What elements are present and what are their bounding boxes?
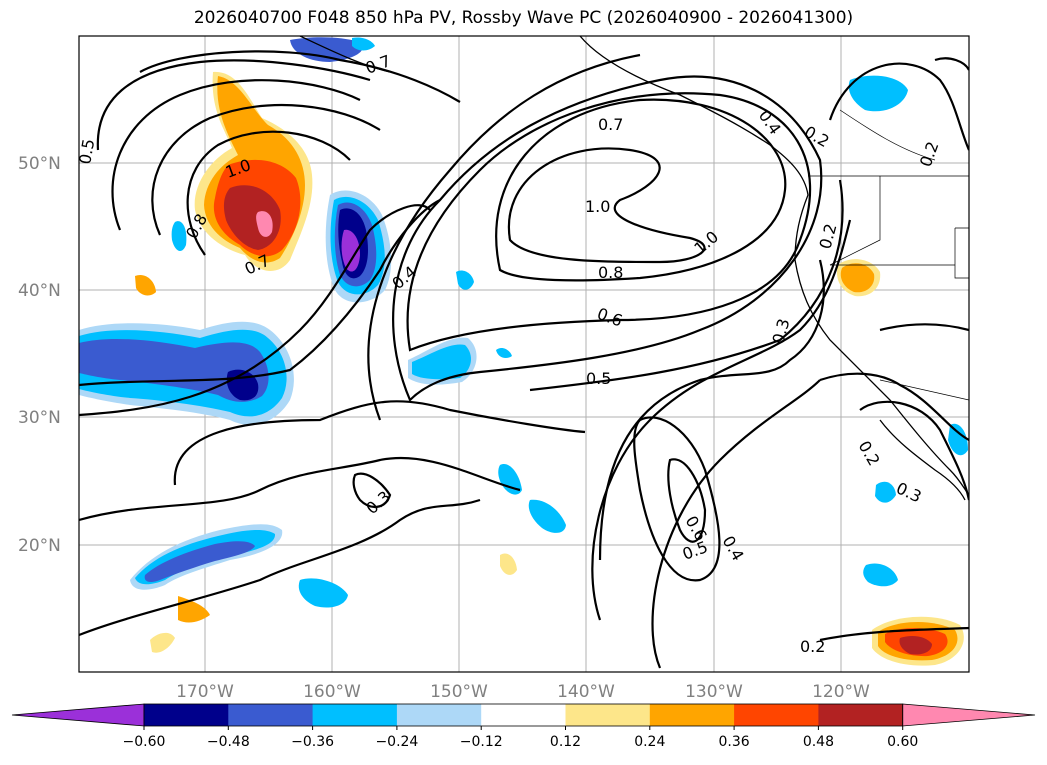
lat-label: 30°N [18, 408, 61, 428]
lon-label: 170°W [176, 682, 234, 702]
colorbar-extend-left [11, 703, 145, 727]
coastlines [299, 36, 969, 501]
colorbar-tick-label: 0.36 [719, 734, 750, 750]
colorbar-segment [649, 704, 735, 726]
colorbar-segment [144, 704, 229, 726]
lon-label: 150°W [430, 682, 488, 702]
colorbar-tick-label: −0.12 [460, 734, 503, 750]
longitude-labels: 170°W 160°W 150°W 140°W 130°W 120°W [176, 682, 870, 702]
pv-shading [79, 37, 968, 666]
colorbar-tick-label: −0.36 [291, 734, 334, 750]
lon-label: 140°W [557, 682, 615, 702]
lon-label: 160°W [303, 682, 361, 702]
lat-label: 20°N [18, 536, 61, 556]
colorbar-tick-label: 0.12 [550, 734, 581, 750]
latitude-labels: 50°N 40°N 30°N 20°N [18, 154, 61, 556]
colorbar-tick-label: −0.60 [123, 734, 166, 750]
colorbar-segment [228, 704, 314, 726]
lon-label: 120°W [812, 682, 870, 702]
colorbar-segment [565, 704, 651, 726]
contour-label: 0.7 [598, 115, 623, 134]
map-panel [79, 36, 969, 672]
colorbar-labels: −0.60 −0.48 −0.36 −0.24 −0.12 0.12 0.24 0.36 0.4… [123, 726, 918, 750]
colorbar-segment [481, 704, 566, 726]
contour-label: 0.8 [598, 263, 623, 282]
colorbar-segment [734, 704, 819, 726]
lat-label: 40°N [18, 281, 61, 301]
pv-contours [79, 50, 969, 669]
map-title: 2026040700 F048 850 hPa PV, Rossby Wave … [193, 8, 854, 28]
colorbar [11, 703, 1036, 727]
colorbar-segment [312, 704, 398, 726]
colorbar-frame [143, 703, 904, 727]
colorbar-segment [396, 704, 482, 726]
contour-label: 0.2 [800, 637, 825, 656]
colorbar-segment [818, 704, 904, 726]
lat-label: 50°N [18, 154, 61, 174]
colorbar-tick-label: −0.24 [375, 734, 418, 750]
contour-label: 0.5 [75, 137, 98, 165]
colorbar-tick-label: 0.24 [634, 734, 665, 750]
contour-label: 0.5 [586, 369, 611, 388]
contour-label: 1.0 [585, 197, 610, 216]
colorbar-extend-right [902, 703, 1036, 727]
colorbar-tick-label: −0.48 [207, 734, 250, 750]
map-frame [78, 35, 970, 673]
colorbar-tick-label: 0.48 [803, 734, 834, 750]
lon-label: 130°W [685, 682, 743, 702]
colorbar-tick-label: 0.60 [887, 734, 918, 750]
